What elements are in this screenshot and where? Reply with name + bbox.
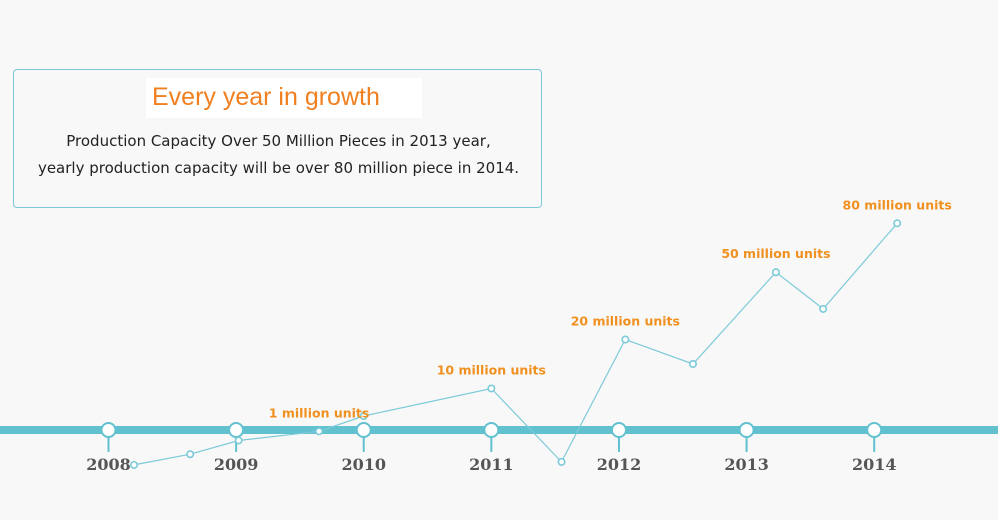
year-label: 2009: [214, 455, 259, 474]
timeline-layer: 2008 2009 2010 2011 2012 2013 2014: [0, 422, 998, 474]
data-point: [557, 457, 566, 466]
value-label: 10 million units: [437, 362, 546, 377]
info-line-1: Production Capacity Over 50 Million Piec…: [66, 132, 491, 150]
data-point: [819, 304, 828, 313]
year-label: 2010: [341, 455, 386, 474]
year-label: 2011: [469, 455, 514, 474]
info-box: Every year in growth Production Capacity…: [13, 69, 542, 208]
growth-line: [133, 222, 898, 466]
data-point: [315, 427, 324, 436]
info-text: Production Capacity Over 50 Million Piec…: [14, 128, 543, 182]
line-layer: [133, 222, 898, 466]
year-node: [100, 422, 117, 438]
data-point: [130, 460, 139, 469]
data-point: [186, 450, 195, 459]
data-point: [688, 359, 697, 368]
data-point: [487, 384, 496, 393]
year-label: 2008: [86, 455, 131, 474]
points-layer: [130, 219, 902, 469]
value-label: 50 million units: [721, 246, 830, 261]
data-point: [771, 268, 780, 277]
data-point: [234, 436, 243, 445]
year-label: 2014: [852, 455, 897, 474]
year-label: 2012: [597, 455, 642, 474]
year-node: [866, 422, 883, 438]
year-node: [355, 422, 372, 438]
value-label: 1 million units: [269, 405, 370, 420]
info-title: Every year in growth: [146, 78, 422, 118]
year-label: 2013: [724, 455, 769, 474]
year-node: [738, 422, 755, 438]
year-node: [228, 422, 245, 438]
year-node: [483, 422, 500, 438]
info-line-2: yearly production capacity will be over …: [37, 159, 520, 177]
data-point: [893, 219, 902, 228]
labels-layer: 1 million units 10 million units 20 millio…: [269, 197, 952, 420]
value-label: 20 million units: [571, 314, 680, 329]
year-node: [610, 422, 627, 438]
data-point: [621, 335, 630, 344]
data-point: [359, 411, 368, 420]
value-label: 80 million units: [843, 197, 952, 212]
